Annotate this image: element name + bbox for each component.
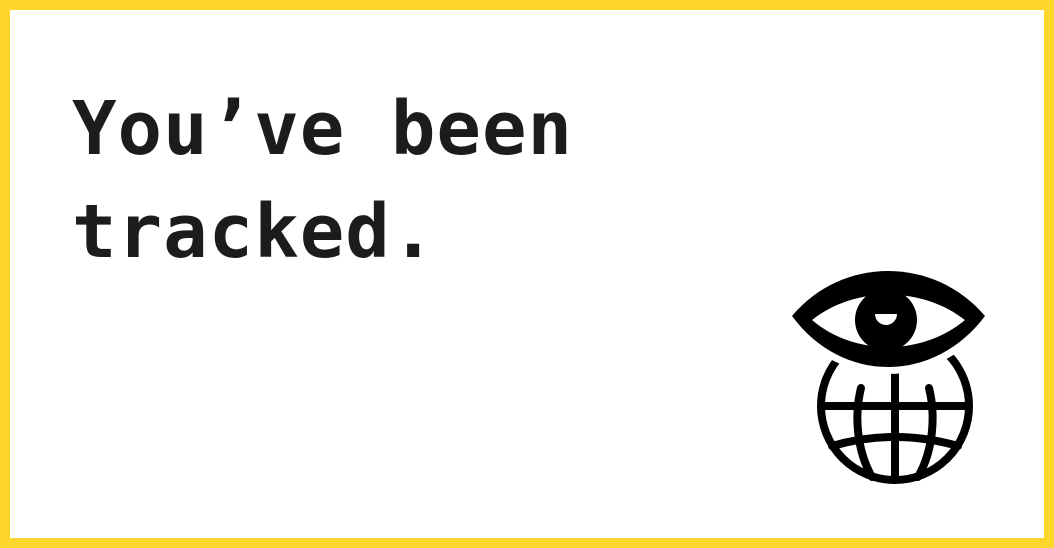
- headline-line-1: You’ve been: [72, 86, 574, 172]
- headline-line-2: tracked.: [72, 189, 437, 275]
- eye-icon: [792, 271, 985, 367]
- eye-over-globe-icon: [782, 256, 994, 484]
- headline: You’ve been tracked.: [72, 78, 573, 284]
